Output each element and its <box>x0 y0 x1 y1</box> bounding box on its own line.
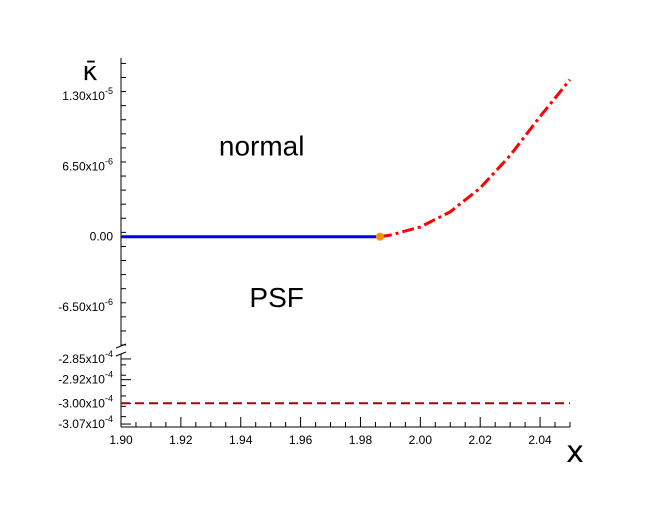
y-tick-label: -3.00x10-4 <box>58 393 113 410</box>
region-label: normal <box>219 130 305 161</box>
x-axis-title: x <box>566 435 584 470</box>
labels-layer: 1.90 1.92 1.94 1.96 1.98 2.00 2.02 2.04 -6.50x10… <box>58 57 584 470</box>
y-tick-label: -2.85x10-4 <box>58 349 113 366</box>
x-tick-label: 1.96 <box>289 433 313 447</box>
axis-break-mark <box>115 351 127 357</box>
x-tick-label: 2.00 <box>409 433 433 447</box>
y-tick-label: 0.00 <box>90 230 114 244</box>
axes <box>115 58 571 428</box>
y-tick-label: -3.07x10-4 <box>58 414 113 431</box>
x-tick-label: 1.90 <box>109 433 133 447</box>
y-tick-label: 1.30x10-5 <box>62 86 113 103</box>
y-axis-title: κ̄ <box>82 57 97 87</box>
x-tick-label: 2.02 <box>469 433 493 447</box>
x-tick-label: 1.98 <box>349 433 373 447</box>
x-tick-label: 1.92 <box>169 433 193 447</box>
x-tick-label: 1.94 <box>229 433 253 447</box>
y-tick-label: 6.50x10-6 <box>62 156 113 173</box>
x-tick-label: 2.04 <box>528 433 552 447</box>
y-tick-label: -6.50x10-6 <box>58 297 113 314</box>
region-label: PSF <box>249 282 303 313</box>
critical-point <box>375 232 384 241</box>
series-layer <box>121 78 572 405</box>
y-tick-label: -2.92x10-4 <box>58 370 113 387</box>
series-line <box>379 78 572 239</box>
